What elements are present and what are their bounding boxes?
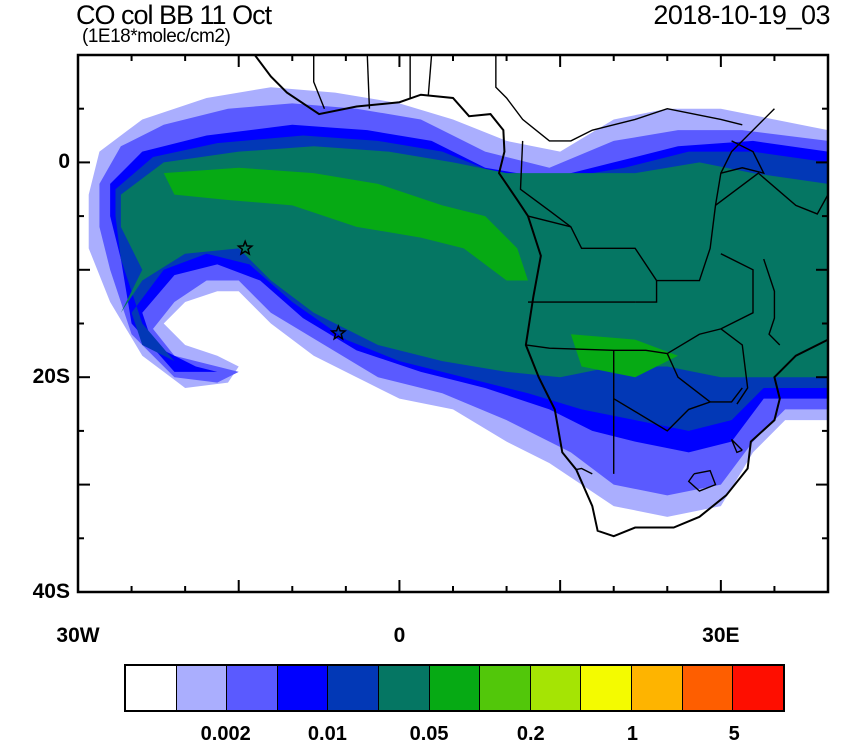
country-border <box>720 140 766 175</box>
y-tick-label: 0 <box>58 150 70 174</box>
country-border <box>730 438 743 454</box>
colorbar <box>124 664 785 712</box>
contour-level-6 <box>163 167 528 281</box>
country-border <box>715 172 828 215</box>
units-label: (1E18*molec/cm2) <box>82 26 231 47</box>
colorbar-label: 1 <box>626 723 639 745</box>
colorbar-label: 0.002 <box>200 723 251 745</box>
x-tick-label: 30E <box>702 624 740 647</box>
country-border <box>427 55 433 95</box>
colorbar-box-3 <box>277 666 329 710</box>
colorbar-box-10 <box>632 666 683 710</box>
country-border <box>313 55 326 109</box>
country-border <box>763 258 781 346</box>
country-border <box>687 469 717 492</box>
colorbar-box-2 <box>227 666 278 710</box>
y-tick-label: 20S <box>32 365 70 389</box>
colorbar-label: 0.01 <box>307 723 347 745</box>
x-tick-label: 0 <box>393 624 406 647</box>
colorbar-box-12 <box>733 666 783 710</box>
colorbar-box-9 <box>581 666 633 710</box>
star-marker-1 <box>236 239 254 256</box>
y-tick-label: 40S <box>32 580 70 603</box>
country-border <box>366 55 371 109</box>
country-border <box>576 467 593 475</box>
colorbar-box-8 <box>530 666 582 710</box>
colorbar-box-4 <box>328 666 380 710</box>
country-border <box>527 215 572 228</box>
country-border <box>666 353 711 403</box>
colorbar-label: 0.05 <box>409 723 449 745</box>
country-border <box>613 387 743 432</box>
coastline <box>253 55 828 538</box>
plot-title: CO col BB 11 Oct <box>76 0 272 30</box>
country-border <box>495 55 743 142</box>
contour-level-6 <box>570 334 678 378</box>
colorbar-label: 5 <box>728 723 740 745</box>
country-border <box>666 253 754 355</box>
colorbar-box-1 <box>176 666 228 710</box>
country-border <box>519 108 775 282</box>
country-border <box>635 280 658 303</box>
country-border <box>720 328 749 405</box>
colorbar-box-11 <box>682 666 734 710</box>
colorbar-box-5 <box>379 666 430 710</box>
map-plot <box>76 53 830 594</box>
x-tick-label: 30W <box>56 624 100 647</box>
colorbar-box-0 <box>126 666 177 710</box>
colorbar-label: 0.2 <box>516 723 545 745</box>
star-marker-2 <box>329 324 347 341</box>
timestamp: 2018-10-19_03 <box>653 0 830 30</box>
colorbar-box-7 <box>480 666 531 710</box>
colorbar-box-6 <box>429 666 481 710</box>
